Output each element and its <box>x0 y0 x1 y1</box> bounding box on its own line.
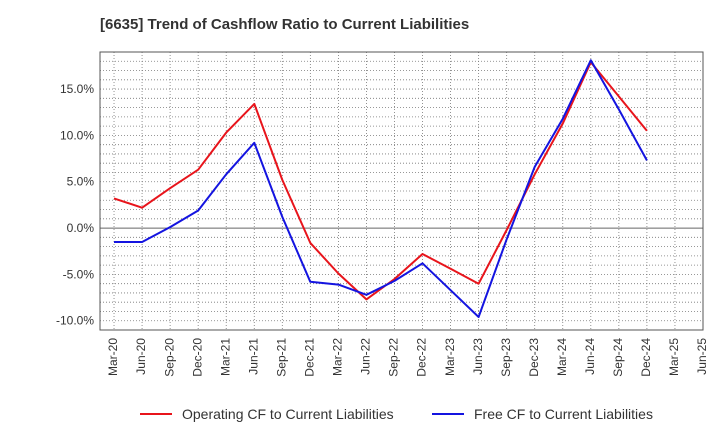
x-tick-label: Dec-21 <box>303 338 317 377</box>
y-tick-label: 15.0% <box>60 82 94 96</box>
grid-lines <box>100 51 704 331</box>
legend-label-2: Free CF to Current Liabilities <box>474 406 653 422</box>
legend-label-1: Operating CF to Current Liabilities <box>182 406 394 422</box>
x-tick-label: Sep-23 <box>499 338 513 377</box>
plot-frame <box>99 51 704 331</box>
x-tick-label: Sep-20 <box>162 338 176 377</box>
x-tick-label: Dec-22 <box>415 338 429 377</box>
y-tick-label: 5.0% <box>67 175 95 189</box>
x-tick-label: Mar-23 <box>443 338 457 376</box>
x-tick-label: Jun-22 <box>359 338 373 375</box>
x-tick-label: Sep-21 <box>274 338 288 377</box>
series-lines <box>113 59 648 318</box>
y-axis-ticks: 15.0% 10.0% 5.0% 0.0% -5.0% -10.0% <box>56 82 94 328</box>
x-tick-label: Dec-23 <box>527 338 541 377</box>
chart-title: [6635] Trend of Cashflow Ratio to Curren… <box>100 16 470 33</box>
x-tick-label: Jun-21 <box>246 338 260 375</box>
y-tick-label: 0.0% <box>67 221 95 235</box>
x-tick-label: Sep-22 <box>387 338 401 377</box>
y-tick-label: -5.0% <box>63 267 95 281</box>
x-tick-label: Mar-21 <box>218 338 232 376</box>
y-tick-label: -10.0% <box>56 314 94 328</box>
x-tick-label: Mar-25 <box>667 338 681 376</box>
x-tick-label: Dec-20 <box>190 338 204 377</box>
x-axis-ticks: Mar-20 Jun-20 Sep-20 Dec-20 Mar-21 Jun-21 Sep-… <box>106 338 709 377</box>
series-line-1 <box>113 61 648 301</box>
x-tick-label: Jun-23 <box>471 338 485 375</box>
x-tick-label: Sep-24 <box>611 338 625 377</box>
y-tick-label: 10.0% <box>60 128 94 142</box>
x-tick-label: Jun-20 <box>134 338 148 375</box>
x-tick-label: Mar-22 <box>331 338 345 376</box>
x-tick-label: Mar-24 <box>555 338 569 376</box>
x-tick-label: Jun-24 <box>583 338 597 375</box>
series-line-2 <box>114 59 648 318</box>
legend: Operating CF to Current Liabilities Free … <box>140 406 653 422</box>
x-tick-label: Mar-20 <box>106 338 120 376</box>
x-tick-label: Jun-25 <box>695 338 709 375</box>
x-tick-label: Dec-24 <box>639 338 653 377</box>
